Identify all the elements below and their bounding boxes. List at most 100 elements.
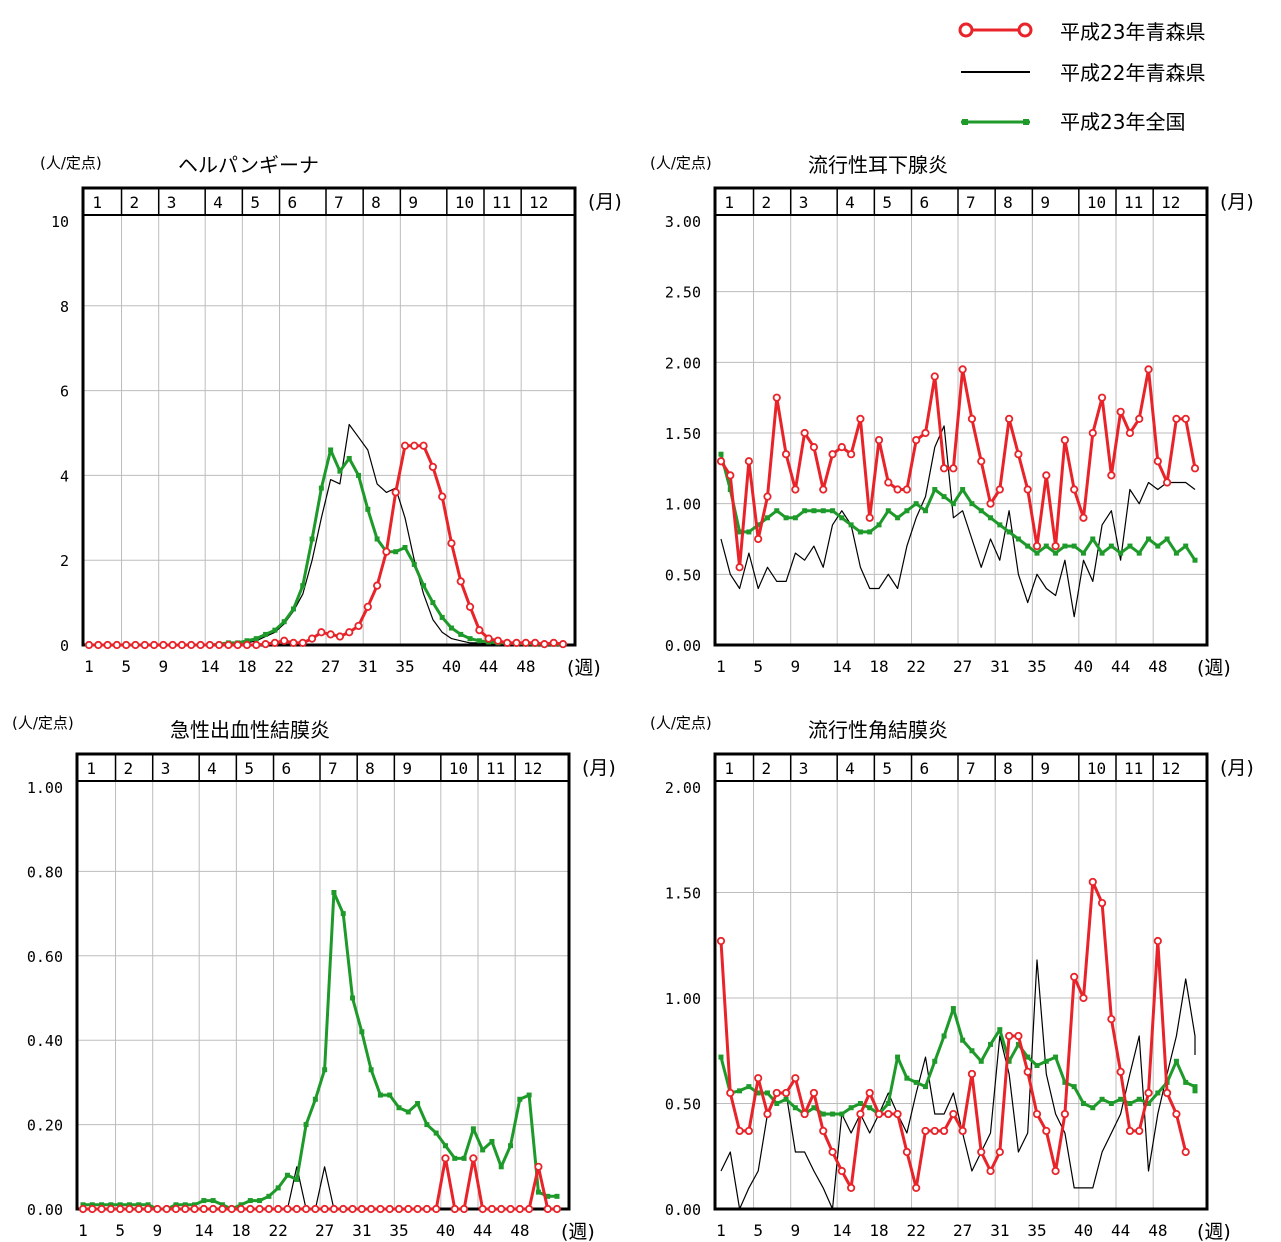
data-point (932, 1058, 938, 1064)
month-label: 7 (328, 759, 338, 778)
data-point (357, 1204, 366, 1214)
data-point (1173, 550, 1179, 556)
data-point (988, 515, 994, 521)
x-tick-label: 22 (275, 657, 294, 676)
month-label: 11 (1124, 193, 1143, 212)
data-point (958, 365, 967, 374)
x-tick-label: 14 (194, 1221, 213, 1240)
data-point (272, 627, 278, 633)
data-point (430, 600, 436, 606)
data-point (442, 1143, 448, 1149)
data-point (78, 1204, 88, 1214)
data-point (508, 1143, 514, 1149)
data-point (218, 1204, 227, 1214)
data-point (1025, 543, 1031, 549)
month-label: 8 (365, 759, 375, 778)
x-tick-label: 18 (237, 657, 256, 676)
data-point (266, 1193, 272, 1199)
data-point (88, 1204, 97, 1214)
data-point (1034, 550, 1040, 556)
month-label: 6 (282, 759, 292, 778)
month-label: 11 (492, 193, 511, 212)
month-label: 3 (167, 193, 177, 212)
legend-circle-marker-icon (1017, 22, 1033, 38)
data-point (284, 1172, 290, 1178)
data-point (377, 1092, 383, 1098)
data-point (450, 1204, 459, 1214)
month-label: 6 (920, 193, 930, 212)
data-point (382, 547, 391, 556)
plot-frame (713, 752, 1209, 1211)
data-point (238, 1202, 244, 1208)
month-label: 5 (250, 193, 260, 212)
data-point (252, 640, 261, 650)
data-point (99, 1202, 105, 1208)
data-point (301, 1204, 311, 1214)
data-point (1155, 543, 1161, 549)
series-line (89, 444, 564, 647)
series-line (719, 453, 1197, 562)
data-point (783, 1096, 789, 1102)
week-axis-label: (週) (567, 657, 601, 679)
month-label: 9 (1040, 759, 1050, 778)
data-point (1023, 1067, 1032, 1076)
data-point (754, 534, 763, 544)
x-tick-label: 31 (990, 657, 1009, 676)
data-point (525, 1204, 534, 1214)
data-point (328, 447, 334, 453)
data-point (354, 621, 363, 631)
x-tick-label: 5 (121, 657, 131, 676)
data-point (1192, 1088, 1198, 1094)
y-axis-unit-label: (人/定点) (650, 714, 712, 732)
month-label: 7 (966, 759, 976, 778)
data-point (432, 1204, 441, 1214)
data-point (904, 508, 910, 514)
data-point (876, 522, 882, 528)
data-point (1060, 435, 1069, 445)
data-point (106, 1204, 115, 1214)
data-point (811, 508, 817, 514)
chart-panel: 0.000.501.001.502.002.503.001 2 3 4 5 6 7 8 9 10 1… (650, 153, 1254, 679)
data-point (969, 501, 975, 507)
data-point (735, 563, 744, 572)
data-point (978, 1058, 984, 1064)
chart-title: 流行性角結膜炎 (808, 718, 948, 742)
data-point (1107, 1014, 1116, 1024)
data-point (988, 1041, 994, 1047)
data-point (930, 372, 939, 381)
x-tick-label: 1 (716, 1221, 726, 1240)
x-tick-label: 22 (907, 657, 926, 676)
month-label: 12 (1161, 193, 1180, 212)
month-label: 5 (882, 193, 892, 212)
data-point (1135, 414, 1144, 423)
x-tick-label: 44 (1111, 1221, 1130, 1240)
data-point (1136, 1096, 1142, 1102)
data-point (126, 1202, 132, 1208)
data-point (781, 1088, 791, 1098)
data-point (153, 1204, 162, 1214)
data-point (447, 539, 456, 548)
data-point (755, 522, 761, 528)
month-label: 8 (371, 193, 381, 212)
data-point (136, 1202, 142, 1208)
data-point (1118, 1096, 1124, 1102)
x-tick-label: 27 (953, 1221, 972, 1240)
data-point (350, 995, 356, 1001)
data-point (521, 638, 530, 647)
data-point (828, 450, 837, 459)
data-point (456, 577, 465, 586)
y-tick-label: 4 (60, 467, 69, 485)
month-axis-label: (月) (1220, 757, 1254, 779)
data-point (410, 441, 419, 450)
y-tick-label: 1.50 (665, 885, 701, 903)
data-point (977, 1147, 986, 1157)
data-point (874, 435, 884, 445)
series-line (83, 1156, 557, 1211)
data-point (1060, 1109, 1069, 1119)
series-aomori-2011 (84, 441, 568, 650)
data-point (80, 1202, 86, 1208)
data-point (227, 1204, 236, 1214)
y-axis-unit-label: (人/定点) (12, 714, 74, 732)
data-point (1062, 1079, 1068, 1085)
x-tick-label: 48 (510, 1221, 529, 1240)
